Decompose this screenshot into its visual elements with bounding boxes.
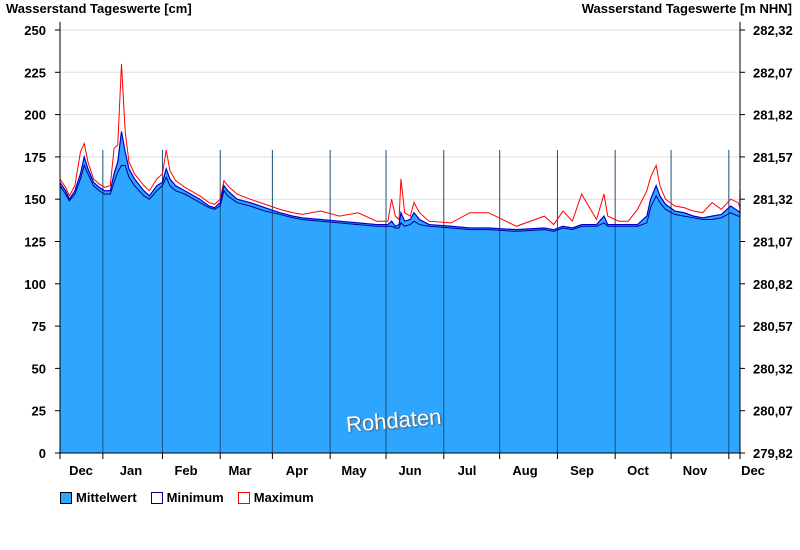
x-tick-label: Jan	[120, 463, 142, 478]
series-mittelwert-line	[59, 131, 741, 231]
y-right-tick-label: 281,32	[753, 192, 793, 207]
y-left-tick-label: 25	[32, 404, 46, 419]
x-tick-label: Mar	[228, 463, 251, 478]
x-tick-label: Dec	[741, 463, 765, 478]
y-right-tick-label: 280,57	[753, 319, 793, 334]
y-left-tick-label: 100	[24, 277, 46, 292]
legend-swatch-maximum	[237, 491, 250, 504]
legend-item-maximum: Maximum	[237, 490, 314, 505]
series-maximum-line	[59, 63, 741, 227]
y-left-tick-label: 200	[24, 108, 46, 123]
y-right-tick-label: 280,07	[753, 404, 793, 419]
x-tick-label: Aug	[512, 463, 537, 478]
x-tick-label: Jun	[398, 463, 421, 478]
y-right-tick-label: 282,07	[753, 65, 793, 80]
x-tick-label: May	[341, 463, 367, 478]
x-tick-label: Jul	[458, 463, 477, 478]
legend: Mittelwert Minimum Maximum	[60, 490, 314, 505]
y-left-tick-label: 250	[24, 23, 46, 38]
x-tick-label: Oct	[627, 463, 649, 478]
left-axis-title: Wasserstand Tageswerte [cm]	[6, 1, 192, 16]
y-left-tick-label: 125	[24, 235, 46, 250]
legend-swatch-mittelwert	[60, 491, 72, 504]
legend-label-maximum: Maximum	[253, 490, 314, 505]
legend-item-mittelwert: Mittelwert	[60, 490, 137, 505]
y-left-tick-label: 175	[24, 150, 46, 165]
y-left-tick-label: 150	[24, 192, 46, 207]
x-tick-label: Nov	[683, 463, 708, 478]
y-left-tick-label: 0	[39, 446, 46, 461]
x-tick-label: Dec	[69, 463, 93, 478]
x-tick-label: Feb	[174, 463, 197, 478]
y-left-tick-label: 225	[24, 65, 46, 80]
series-mittelwert-area	[60, 131, 740, 453]
right-axis-title: Wasserstand Tageswerte [m NHN]	[581, 1, 792, 16]
y-left-tick-label: 75	[32, 319, 46, 334]
y-right-tick-label: 279,82	[753, 446, 793, 461]
y-right-tick-label: 281,82	[753, 108, 793, 123]
y-right-tick-label: 281,07	[753, 235, 793, 250]
legend-swatch-minimum	[150, 491, 163, 504]
x-tick-label: Sep	[570, 463, 594, 478]
legend-label-mittelwert: Mittelwert	[76, 490, 137, 505]
y-right-tick-label: 282,32	[753, 23, 793, 38]
legend-item-minimum: Minimum	[150, 490, 224, 505]
x-tick-label: Apr	[286, 463, 308, 478]
y-right-tick-label: 280,32	[753, 361, 793, 376]
y-left-tick-label: 50	[32, 361, 46, 376]
legend-label-minimum: Minimum	[166, 490, 224, 505]
series-minimum-line	[59, 163, 741, 232]
y-right-tick-label: 280,82	[753, 277, 793, 292]
y-right-tick-label: 281,57	[753, 150, 793, 165]
